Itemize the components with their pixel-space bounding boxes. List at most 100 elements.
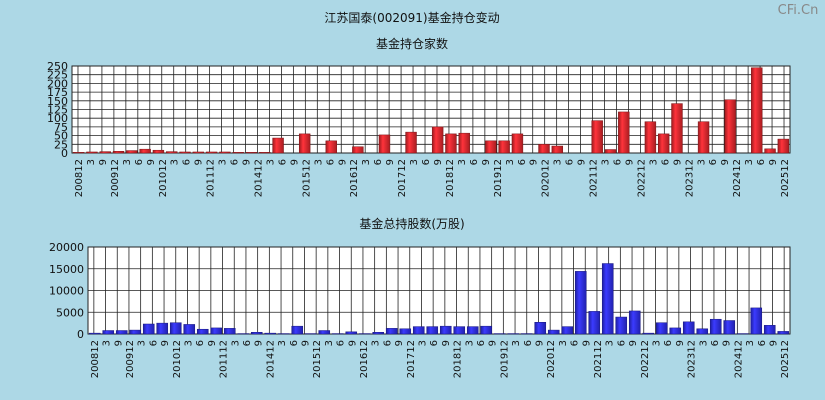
chart1-x-tick: 202212 (636, 159, 647, 197)
chart2-x-tick: 9 (441, 340, 452, 346)
chart2-x-tick: 3 (745, 340, 756, 346)
chart1-bar (445, 133, 457, 154)
chart2-x-tick: 9 (768, 340, 779, 346)
chart2-x-tick: 201012 (172, 340, 183, 378)
chart2-bar (102, 330, 115, 335)
chart1-x-tick: 3 (744, 159, 755, 165)
chart1-bar (644, 121, 657, 154)
chart1-bar (551, 145, 564, 154)
chart2-bar (345, 331, 358, 335)
chart1-bar (538, 144, 550, 154)
chart2-bar (223, 328, 236, 335)
chart2-x-tick: 3 (651, 340, 662, 346)
chart1-x-tick: 201912 (493, 159, 504, 197)
chart2-y-tick: 10000 (49, 285, 84, 298)
chart1-x-tick: 6 (469, 159, 480, 165)
chart2-bar (480, 325, 493, 335)
chart1-bar (697, 121, 710, 154)
chart1-bar (485, 140, 497, 154)
chart2-bar (169, 322, 182, 335)
chart2-bar (88, 332, 101, 335)
chart1-x-tick: 9 (577, 159, 588, 165)
chart2-x-tick: 6 (382, 340, 393, 346)
chart2-bar (183, 324, 196, 335)
chart1-bar (245, 152, 258, 154)
chart2-y-tick: 0 (77, 328, 84, 341)
chart1-x-tick: 200912 (110, 159, 121, 197)
chart2-bar (466, 326, 479, 335)
chart1-bar (458, 132, 470, 154)
chart1-bar (166, 151, 178, 154)
chart2-bar (601, 263, 614, 335)
chart1-x-tick: 3 (409, 159, 420, 165)
chart1-x-tick: 9 (672, 159, 683, 165)
chart2-x-tick: 6 (242, 340, 253, 346)
chart1-y-tick: 225 (47, 69, 68, 82)
chart2-bar (655, 322, 668, 335)
chart2-x-tick: 202012 (546, 340, 557, 378)
chart1-x-tick: 9 (242, 159, 253, 165)
chart1-x-tick: 3 (361, 159, 372, 165)
chart2-x-tick: 3 (230, 340, 241, 346)
chart2-x-tick: 6 (710, 340, 721, 346)
chart2-bar (777, 331, 790, 335)
chart1-bar (232, 152, 244, 154)
chart1-bar (179, 151, 191, 154)
chart1-x-tick: 9 (481, 159, 492, 165)
chart2-x-tick: 3 (511, 340, 522, 346)
chart2-x-tick: 200912 (125, 340, 136, 378)
chart1-y-tick: 150 (47, 95, 68, 108)
chart1-bar (259, 152, 271, 154)
chart2-bar (534, 322, 547, 335)
chart2-x-tick: 3 (371, 340, 382, 346)
chart1-x-tick: 3 (170, 159, 181, 165)
chart1-x-tick: 6 (517, 159, 528, 165)
chart2-x-tick: 6 (616, 340, 627, 346)
chart2-bar (642, 332, 655, 335)
chart1-x-tick: 6 (325, 159, 336, 165)
chart2-x-tick: 3 (102, 340, 113, 346)
chart1-x-tick: 202412 (732, 159, 743, 197)
chart1-bar (777, 138, 790, 154)
watermark: CFi.Cn (778, 3, 819, 18)
chart2-bar (129, 329, 142, 335)
chart1-bar (192, 151, 205, 154)
chart2-bar (574, 271, 587, 335)
chart1-x-tick: 202312 (684, 159, 695, 197)
chart1-y-tick: 0 (61, 147, 68, 160)
chart2-bar (385, 328, 398, 335)
chart2-bar (412, 326, 425, 335)
chart2-x-tick: 201612 (359, 340, 370, 378)
chart1-x-tick: 201012 (158, 159, 169, 197)
chart2-x-tick: 9 (488, 340, 499, 346)
chart2-x-tick: 9 (347, 340, 358, 346)
chart1-bar (152, 149, 165, 154)
chart1-x-tick: 6 (708, 159, 719, 165)
chart1-bar (405, 131, 417, 154)
chart1-x-tick: 9 (385, 159, 396, 165)
chart2-title: 基金总持股数(万股) (359, 216, 464, 231)
chart1-bar (219, 151, 231, 154)
chart1-bar (604, 149, 617, 154)
chart2-bar (561, 326, 574, 335)
chart1-x-tick: 201512 (301, 159, 312, 197)
chart1-x-tick: 201612 (349, 159, 360, 197)
chart2-x-tick: 6 (476, 340, 487, 346)
chart2-bar (210, 327, 223, 335)
chart1-y-tick: 100 (47, 112, 68, 125)
chart2-y-tick: 15000 (49, 263, 84, 276)
chart1-x-tick: 9 (194, 159, 205, 165)
chart1-x-tick: 9 (529, 159, 540, 165)
chart1-x-tick: 3 (601, 159, 612, 165)
chart1-x-tick: 6 (373, 159, 384, 165)
chart1-y-tick: 25 (54, 138, 68, 151)
chart2-x-tick: 3 (324, 340, 335, 346)
chart2-y-tick: 5000 (56, 306, 84, 319)
chart2-bar (615, 316, 628, 335)
chart1-x-tick: 202512 (780, 159, 791, 197)
chart2-x-tick: 202412 (733, 340, 744, 378)
chart1-bar (325, 140, 337, 154)
chart1-x-tick: 9 (337, 159, 348, 165)
chart2-x-tick: 9 (113, 340, 124, 346)
chart1-bar (205, 151, 218, 154)
